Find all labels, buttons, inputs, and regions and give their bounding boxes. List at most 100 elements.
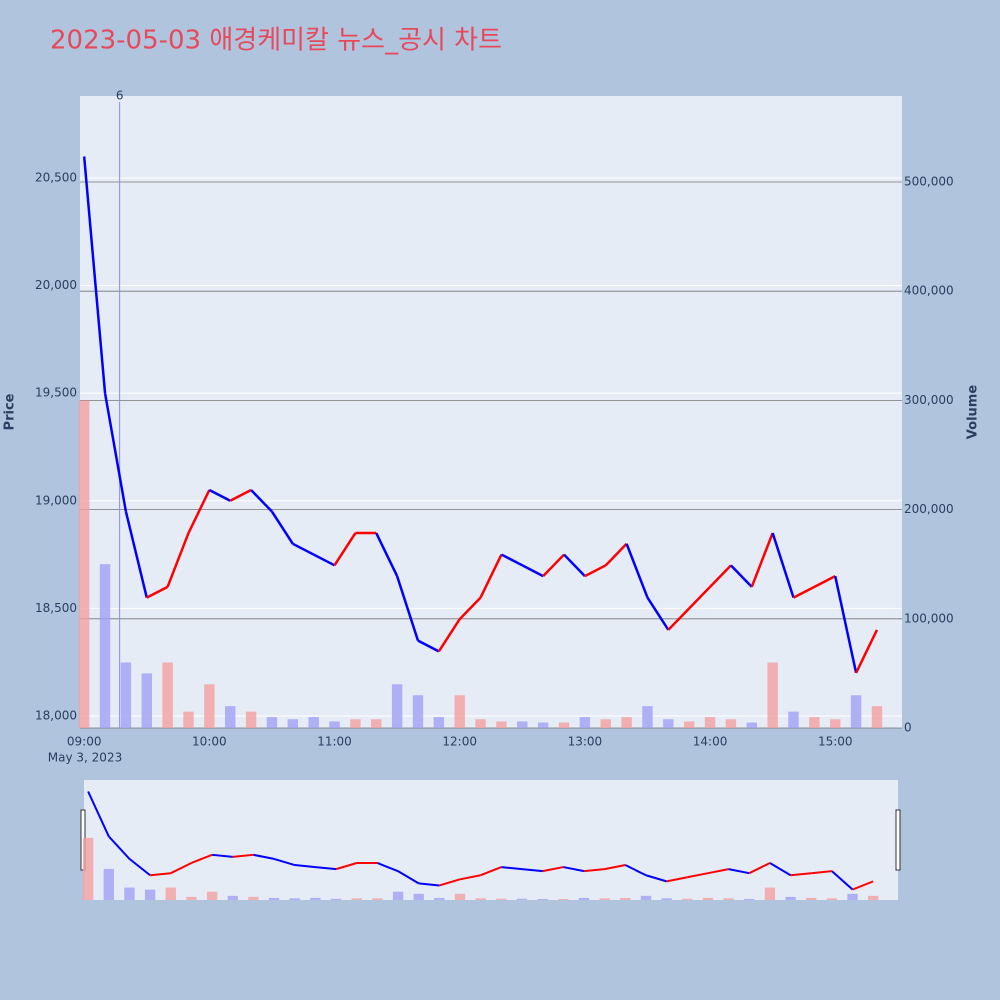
slider-volume-bar bbox=[537, 898, 548, 900]
volume-bar bbox=[809, 717, 820, 728]
volume-bar bbox=[642, 706, 653, 728]
slider-volume-bar bbox=[392, 891, 404, 900]
slider-price-segment bbox=[150, 872, 171, 877]
slider-price-segment bbox=[480, 866, 502, 877]
chart-title: 2023-05-03 애경케미칼 뉴스_공시 차트 bbox=[50, 26, 502, 56]
volume-bar bbox=[704, 717, 716, 728]
slider-volume-bar bbox=[124, 887, 135, 900]
price-segment bbox=[208, 488, 231, 502]
slider-volume-bar bbox=[702, 897, 714, 900]
slider-volume-bar bbox=[847, 893, 858, 900]
volume-bar bbox=[600, 719, 611, 728]
price-segment bbox=[458, 596, 482, 620]
slider-price-segment bbox=[666, 876, 688, 883]
price-segment bbox=[625, 543, 649, 599]
slider-price-segment bbox=[87, 791, 110, 837]
y2-tick-label: 200,000 bbox=[904, 502, 954, 516]
price-segment bbox=[250, 489, 273, 513]
slider-volume-bar bbox=[558, 898, 569, 900]
slider-price-segment bbox=[501, 866, 523, 871]
price-segment bbox=[395, 575, 420, 642]
volume-bar bbox=[350, 719, 361, 728]
volume-bar bbox=[850, 695, 862, 728]
volume-bar bbox=[537, 722, 549, 728]
y2-tick-label: 400,000 bbox=[904, 284, 954, 298]
slider-price-segment bbox=[273, 857, 296, 866]
slider-volume-bar bbox=[578, 897, 590, 900]
slider-volume-bar bbox=[186, 896, 197, 900]
price-segment bbox=[146, 585, 169, 599]
price-segment bbox=[479, 554, 503, 599]
slider-volume-bar bbox=[661, 898, 672, 900]
slider-volume-bar bbox=[330, 898, 342, 900]
price-segment bbox=[771, 532, 795, 598]
y-tick-label: 19,500 bbox=[35, 386, 77, 400]
volume-bar bbox=[579, 717, 591, 728]
price-segment bbox=[103, 392, 128, 512]
slider-price-segment bbox=[583, 868, 605, 873]
range-slider[interactable] bbox=[84, 780, 898, 900]
slider-volume-bar bbox=[516, 898, 528, 900]
slider-price-segment bbox=[852, 880, 874, 891]
slider-price-segment bbox=[769, 862, 792, 877]
slider-volume-bar bbox=[640, 895, 652, 900]
price-segment bbox=[270, 510, 294, 545]
slider-volume-bar bbox=[785, 896, 796, 900]
y-axis-title: Price bbox=[3, 393, 18, 430]
slider-volume-bar bbox=[682, 898, 693, 900]
slider-volume-bar bbox=[434, 897, 445, 900]
slider-price-segment bbox=[211, 853, 233, 858]
slider-volume-bar bbox=[103, 868, 114, 900]
price-segment bbox=[792, 585, 815, 599]
slider-handle[interactable] bbox=[895, 809, 901, 871]
volume-bar bbox=[329, 721, 340, 728]
y-tick-label: 20,000 bbox=[35, 278, 77, 292]
slider-price-segment bbox=[645, 874, 667, 883]
slider-price-segment bbox=[377, 862, 399, 873]
slider-volume-bar bbox=[744, 898, 755, 900]
slider-volume-bar bbox=[268, 897, 280, 900]
price-segment bbox=[584, 564, 607, 578]
price-segment bbox=[437, 618, 461, 653]
price-segment bbox=[834, 575, 858, 674]
slider-volume-bar bbox=[806, 897, 817, 900]
volume-bar bbox=[871, 706, 883, 728]
slider-volume-bar bbox=[620, 897, 631, 900]
volume-bar bbox=[517, 721, 528, 728]
slider-volume-bar bbox=[206, 891, 218, 900]
slider-price-segment bbox=[831, 870, 854, 891]
slider-volume-bar bbox=[351, 898, 362, 900]
volume-bar bbox=[204, 684, 215, 728]
slider-price-segment bbox=[687, 872, 709, 879]
x-tick-label: 12:00 bbox=[442, 735, 477, 749]
slider-volume-bar bbox=[826, 898, 838, 900]
price-segment bbox=[709, 564, 732, 588]
price-segment bbox=[563, 553, 586, 577]
slider-volume-bar bbox=[496, 898, 507, 900]
price-segment bbox=[124, 511, 148, 598]
volume-bar bbox=[266, 717, 278, 728]
slider-volume-bar bbox=[227, 895, 238, 900]
volume-bar bbox=[287, 719, 299, 728]
slider-volume-bar bbox=[413, 893, 424, 900]
price-segment bbox=[229, 488, 252, 502]
volume-bar bbox=[475, 719, 486, 728]
price-segment bbox=[646, 596, 670, 631]
slider-price-segment bbox=[335, 862, 357, 871]
slider-volume-bar bbox=[475, 898, 486, 900]
slider-price-segment bbox=[294, 864, 316, 869]
slider-volume-bar bbox=[764, 887, 776, 900]
x-date-label: May 3, 2023 bbox=[48, 751, 122, 765]
slider-price-segment bbox=[418, 882, 440, 887]
x-tick-label: 10:00 bbox=[192, 735, 227, 749]
volume-bar bbox=[183, 711, 194, 728]
price-segment bbox=[521, 564, 544, 578]
slider-volume-bar bbox=[372, 898, 383, 900]
price-segment bbox=[313, 553, 336, 567]
price-segment bbox=[542, 553, 565, 577]
volume-bar bbox=[496, 721, 507, 728]
x-tick-label: 09:00 bbox=[67, 735, 102, 749]
slider-price-segment bbox=[439, 878, 461, 887]
price-segment bbox=[604, 542, 628, 567]
volume-bar bbox=[99, 564, 111, 728]
